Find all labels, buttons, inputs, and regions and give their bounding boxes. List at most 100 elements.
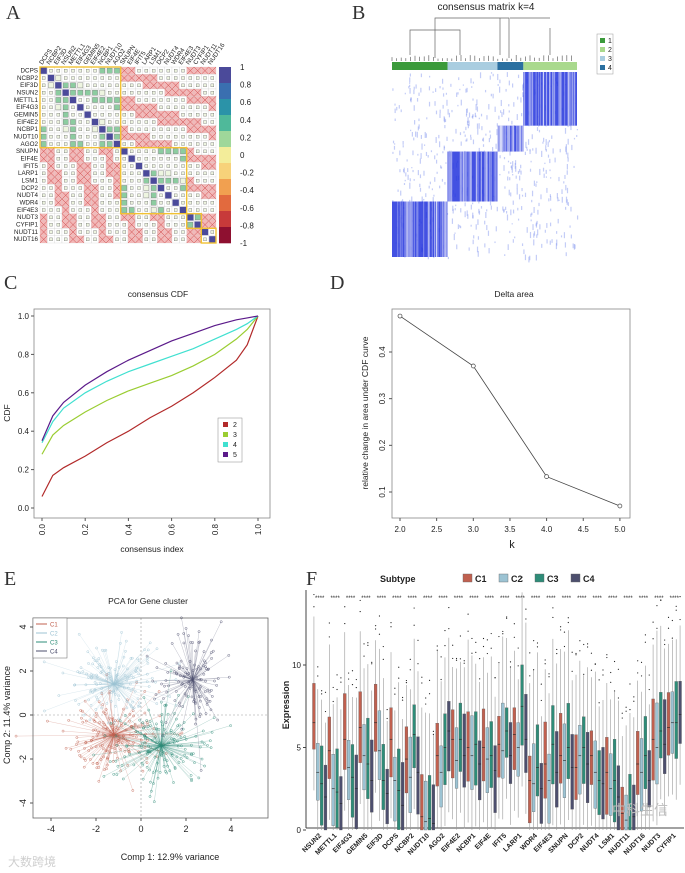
block-gap [442,201,444,257]
spider-line [161,745,192,776]
y-tick-label: 0.3 [378,393,387,405]
cross-mark [76,154,85,163]
pca-point [101,726,105,730]
matrix-noise [444,125,446,129]
block-gap [524,72,526,126]
pca-point [114,693,117,696]
pca-point [160,754,164,757]
pca-point [91,656,95,660]
block-gap [444,201,446,257]
matrix-noise [564,242,567,248]
spider-line [181,679,193,685]
correlation-square [210,171,215,176]
pca-point [108,751,112,755]
pca-point [102,755,105,759]
spider-line [99,722,115,735]
correlation-square [100,171,105,176]
pca-point [169,730,173,734]
block-gap [567,72,569,126]
block-gap [542,72,544,126]
pca-point [102,774,106,778]
matrix-noise [484,220,486,225]
spider-line [96,734,115,768]
spider-line [113,734,156,737]
outlier-point [602,669,604,671]
correlation-square [181,76,185,80]
correlation-square [187,221,194,228]
block-gap [519,125,521,152]
correlation-square [173,230,178,234]
box-C3 [489,721,493,788]
pca-point [145,680,149,684]
row-label: EIF4E2 [17,119,38,126]
outlier-point [386,717,388,720]
block-gap [499,125,501,152]
spider-line [192,679,206,682]
correlation-square [93,171,97,176]
matrix-noise [541,243,543,248]
pca-point [164,703,168,707]
correlation-square [100,83,105,88]
matrix-noise [543,173,545,178]
pca-point [115,688,119,691]
block-gap [489,151,491,202]
correlation-square [48,82,54,89]
block-gap [518,125,520,152]
matrix-noise [465,88,467,93]
box-C1 [589,730,594,785]
outlier-point [506,616,508,618]
matrix-noise [570,234,572,239]
spider-line [161,736,185,746]
matrix-noise [398,105,400,109]
correlation-square [78,76,83,80]
spider-line [155,679,193,695]
box-C4 [555,731,559,808]
spider-line [91,677,115,685]
cross-mark [98,235,107,244]
correlation-square [173,68,178,73]
pca-point [117,685,121,689]
box-C3 [520,664,524,746]
outlier-point [679,618,681,621]
correlation-square [203,237,207,242]
row-label: EIF4E [21,156,39,163]
cdf-line-2 [41,315,259,497]
pca-point [101,732,105,736]
spider-line [113,715,161,735]
matrix-noise [552,148,554,154]
correlation-square [55,89,62,96]
block-gap [507,125,509,152]
pca-point [98,721,101,724]
spider-line [113,660,148,685]
x-tick-label: 0.0 [38,523,47,535]
block-gap [462,151,464,202]
outlier-point [525,608,527,610]
block-gap [519,125,521,152]
correlation-square [137,120,141,124]
outlier-point [590,652,593,654]
block-gap [500,125,502,152]
spider-line [116,745,162,746]
correlation-square [122,156,127,161]
matrix-noise [544,229,546,233]
cross-mark [98,147,107,156]
correlation-square [181,142,185,146]
box-C4 [616,765,620,831]
box-C3 [597,750,601,815]
pca-point [95,683,99,686]
block-gap [516,125,518,152]
block-gap [485,151,487,202]
pca-point [104,734,107,738]
matrix-noise [556,193,558,199]
correlation-square [173,134,178,139]
pca-point [180,731,184,735]
block-gap [543,72,545,126]
correlation-square [77,89,84,96]
correlation-square [137,222,141,227]
spider-line [70,734,115,750]
correlation-square [151,127,156,132]
matrix-noise [526,227,528,233]
box-C3 [566,703,570,779]
pca-point [98,663,101,666]
heatmap-diagonal-cell [194,221,201,228]
